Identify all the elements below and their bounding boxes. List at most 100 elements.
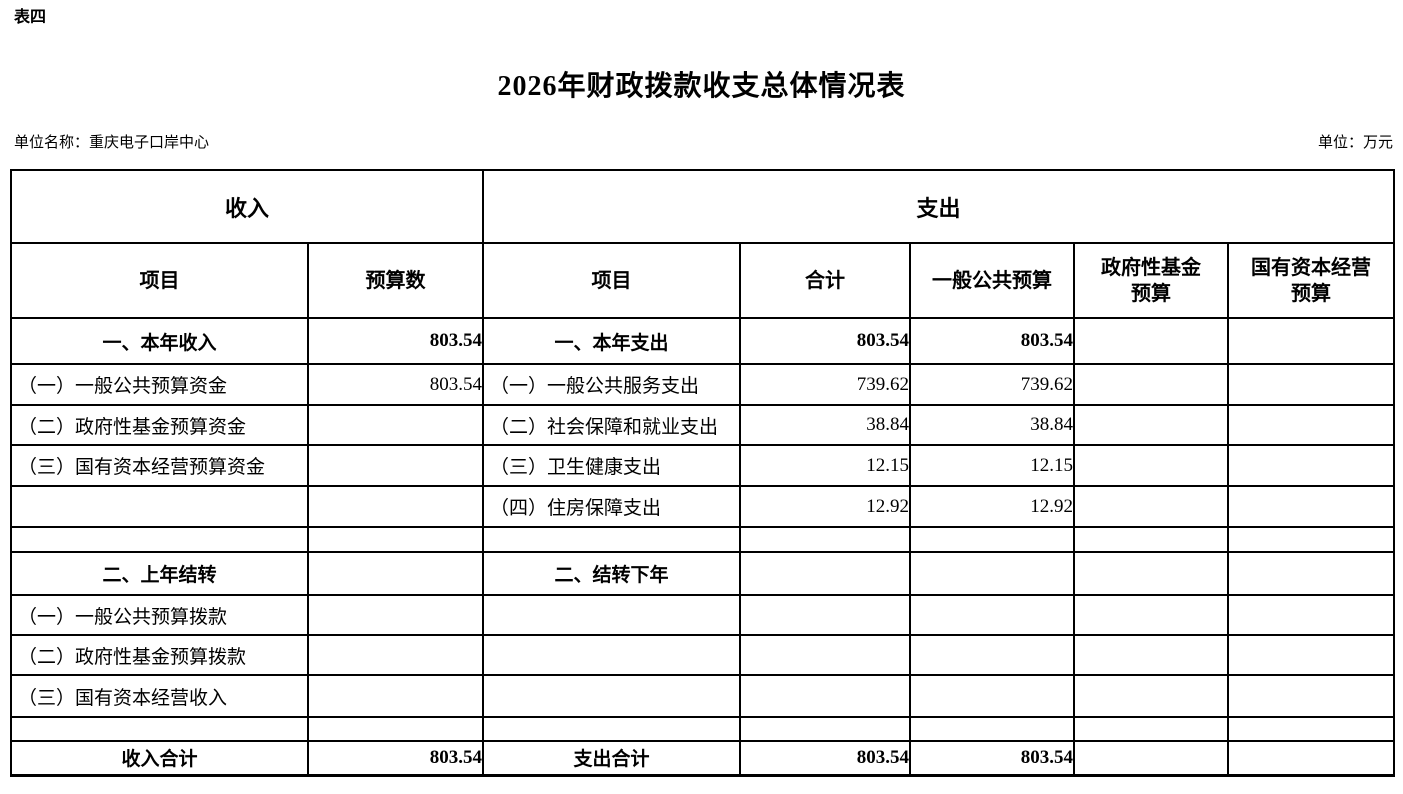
table-row: （二）政府性基金预算资金 （二）社会保障和就业支出 38.84 38.84 (10, 404, 1396, 446)
unit-name-label: 单位名称：重庆电子口岸中心 (14, 135, 210, 151)
table-cell (306, 444, 485, 487)
table-cell: 12.92 (909, 485, 1076, 528)
table-cell (1227, 317, 1396, 365)
table-cell: （三）国有资本经营收入 (10, 674, 309, 718)
document-page: 表四 2026年财政拨款收支总体情况表 单位名称：重庆电子口岸中心 单位：万元 … (9, 9, 1396, 777)
table-row: （四）住房保障支出 12.92 12.92 (10, 485, 1396, 528)
table-cell: （四）住房保障支出 (482, 485, 742, 528)
table-cell: 739.62 (909, 363, 1076, 406)
table-cell (306, 716, 485, 742)
table-cell: （二）政府性基金预算拨款 (10, 634, 309, 676)
table-cell: 803.54 (306, 363, 485, 406)
table-row: （一）一般公共预算拨款 (10, 594, 1396, 636)
table-cell: 803.54 (909, 317, 1076, 365)
expenditure-group-header: 支出 (482, 169, 1396, 244)
table-cell (1227, 363, 1396, 406)
table-row: 二、上年结转 二、结转下年 (10, 551, 1396, 596)
table-cell: 12.15 (909, 444, 1076, 487)
table-cell (909, 716, 1076, 742)
table-cell: 二、上年结转 (10, 551, 309, 596)
table-cell (1227, 551, 1396, 596)
table-cell (1073, 404, 1230, 446)
table-header-row-groups: 收入 支出 (9, 169, 1396, 244)
table-cell: （一）一般公共预算拨款 (10, 594, 309, 636)
table-cell (1227, 404, 1396, 446)
table-row (10, 526, 1396, 553)
table-cell: 803.54 (306, 317, 485, 365)
table-cell (739, 594, 912, 636)
table-cell (1073, 551, 1230, 596)
table-cell (1227, 674, 1396, 718)
table-header-row-columns: 项目 预算数 项目 合计 一般公共预算 政府性基金 预算 国有资本经营 预算 (10, 242, 1396, 319)
table-cell (1227, 634, 1396, 676)
table-cell: 739.62 (739, 363, 912, 406)
table-row: （一）一般公共预算资金 803.54 （一）一般公共服务支出 739.62 739.62 (10, 363, 1396, 406)
table-cell: 38.84 (739, 404, 912, 446)
table-cell (739, 674, 912, 718)
table-cell (1073, 526, 1230, 553)
table-cell: 12.92 (739, 485, 912, 528)
table-cell (1073, 674, 1230, 718)
table-cell (739, 716, 912, 742)
table-cell (306, 634, 485, 676)
table-cell (1227, 716, 1396, 742)
table-row: （三）国有资本经营预算资金 （三）卫生健康支出 12.15 12.15 (10, 444, 1396, 487)
table-cell (1227, 740, 1396, 776)
table-cell (10, 716, 309, 742)
table-cell (1073, 716, 1230, 742)
table-cell: （一）一般公共预算资金 (10, 363, 309, 406)
table-cell (1227, 526, 1396, 553)
column-header-budget-amount: 预算数 (306, 242, 485, 319)
table-row: （三）国有资本经营收入 (10, 674, 1396, 718)
table-cell (909, 634, 1076, 676)
table-cell: 803.54 (739, 317, 912, 365)
unit-info-row: 单位名称：重庆电子口岸中心 单位：万元 (10, 133, 1393, 153)
table-cell: 二、结转下年 (482, 551, 742, 596)
table-cell (1227, 444, 1396, 487)
table-cell (482, 674, 742, 718)
table-cell (306, 551, 485, 596)
table-cell: （三）国有资本经营预算资金 (10, 444, 309, 487)
table-cell: （一）一般公共服务支出 (482, 363, 742, 406)
table-body: 一、本年收入 803.54 一、本年支出 803.54 803.54 （一）一般公共预算资… (10, 317, 1396, 776)
table-cell (1227, 485, 1396, 528)
table-cell (482, 634, 742, 676)
table-cell (909, 674, 1076, 718)
table-cell (306, 404, 485, 446)
table-cell: 12.15 (739, 444, 912, 487)
table-cell (909, 594, 1076, 636)
income-group-header: 收入 (9, 169, 485, 244)
table-cell: 一、本年支出 (482, 317, 742, 365)
table-number-label: 表四 (14, 9, 47, 26)
table-cell (1073, 444, 1230, 487)
unit-of-measure-label: 单位：万元 (1317, 135, 1393, 151)
table-row: （二）政府性基金预算拨款 (10, 634, 1396, 676)
table-cell (909, 526, 1076, 553)
table-cell (739, 634, 912, 676)
table-cell (909, 551, 1076, 596)
table-row: 一、本年收入 803.54 一、本年支出 803.54 803.54 (10, 317, 1396, 365)
table-cell: 一、本年收入 (10, 317, 309, 365)
table-cell (482, 526, 742, 553)
table-cell (482, 716, 742, 742)
table-cell: 803.54 (739, 740, 912, 776)
column-header-expenditure-item: 项目 (482, 242, 742, 319)
table-cell: 803.54 (306, 740, 485, 776)
table-cell: 803.54 (909, 740, 1076, 776)
table-cell: 38.84 (909, 404, 1076, 446)
table-cell (1073, 317, 1230, 365)
table-row: 收入合计 803.54 支出合计 803.54 803.54 (10, 740, 1396, 776)
table-cell (1073, 363, 1230, 406)
column-header-general-public-budget: 一般公共预算 (909, 242, 1076, 319)
table-cell: （二）社会保障和就业支出 (482, 404, 742, 446)
table-cell (1073, 485, 1230, 528)
page-title: 2026年财政拨款收支总体情况表 (497, 71, 906, 102)
table-row (10, 716, 1396, 742)
table-cell: 收入合计 (10, 740, 309, 776)
table-cell (306, 594, 485, 636)
table-cell (10, 485, 309, 528)
table-cell (306, 526, 485, 553)
column-header-state-capital-budget: 国有资本经营 预算 (1227, 242, 1396, 319)
table-cell (739, 526, 912, 553)
budget-table: 收入 支出 项目 预算数 项目 合计 一般公共预算 政府性基金 预算 国有资本经… (9, 169, 1396, 777)
